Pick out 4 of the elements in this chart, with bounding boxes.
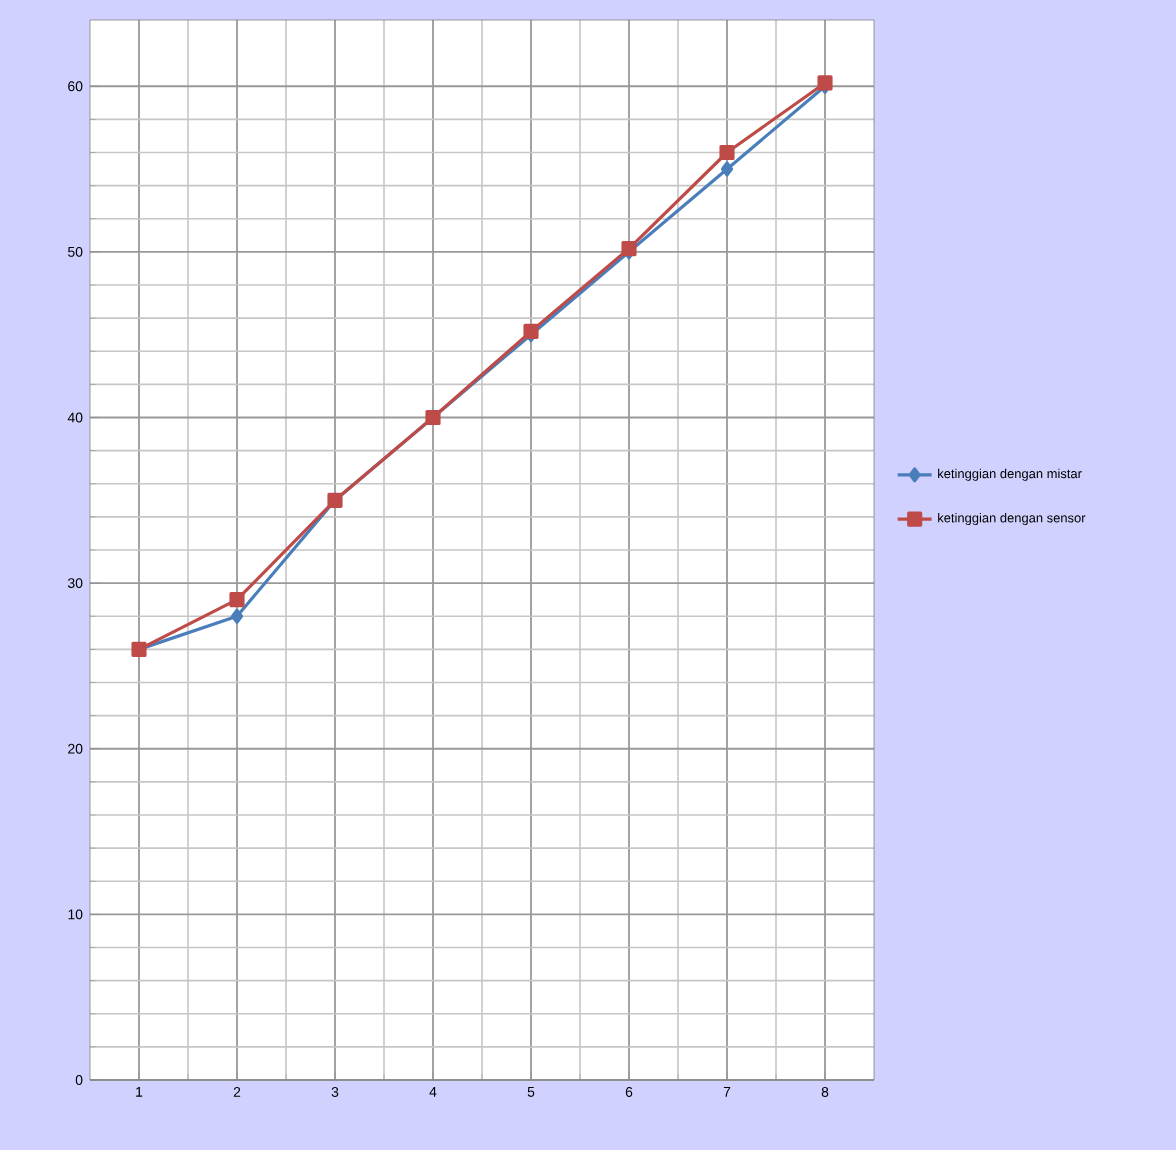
point <box>229 592 245 608</box>
point <box>230 608 244 624</box>
point <box>720 161 734 177</box>
point <box>719 144 735 161</box>
